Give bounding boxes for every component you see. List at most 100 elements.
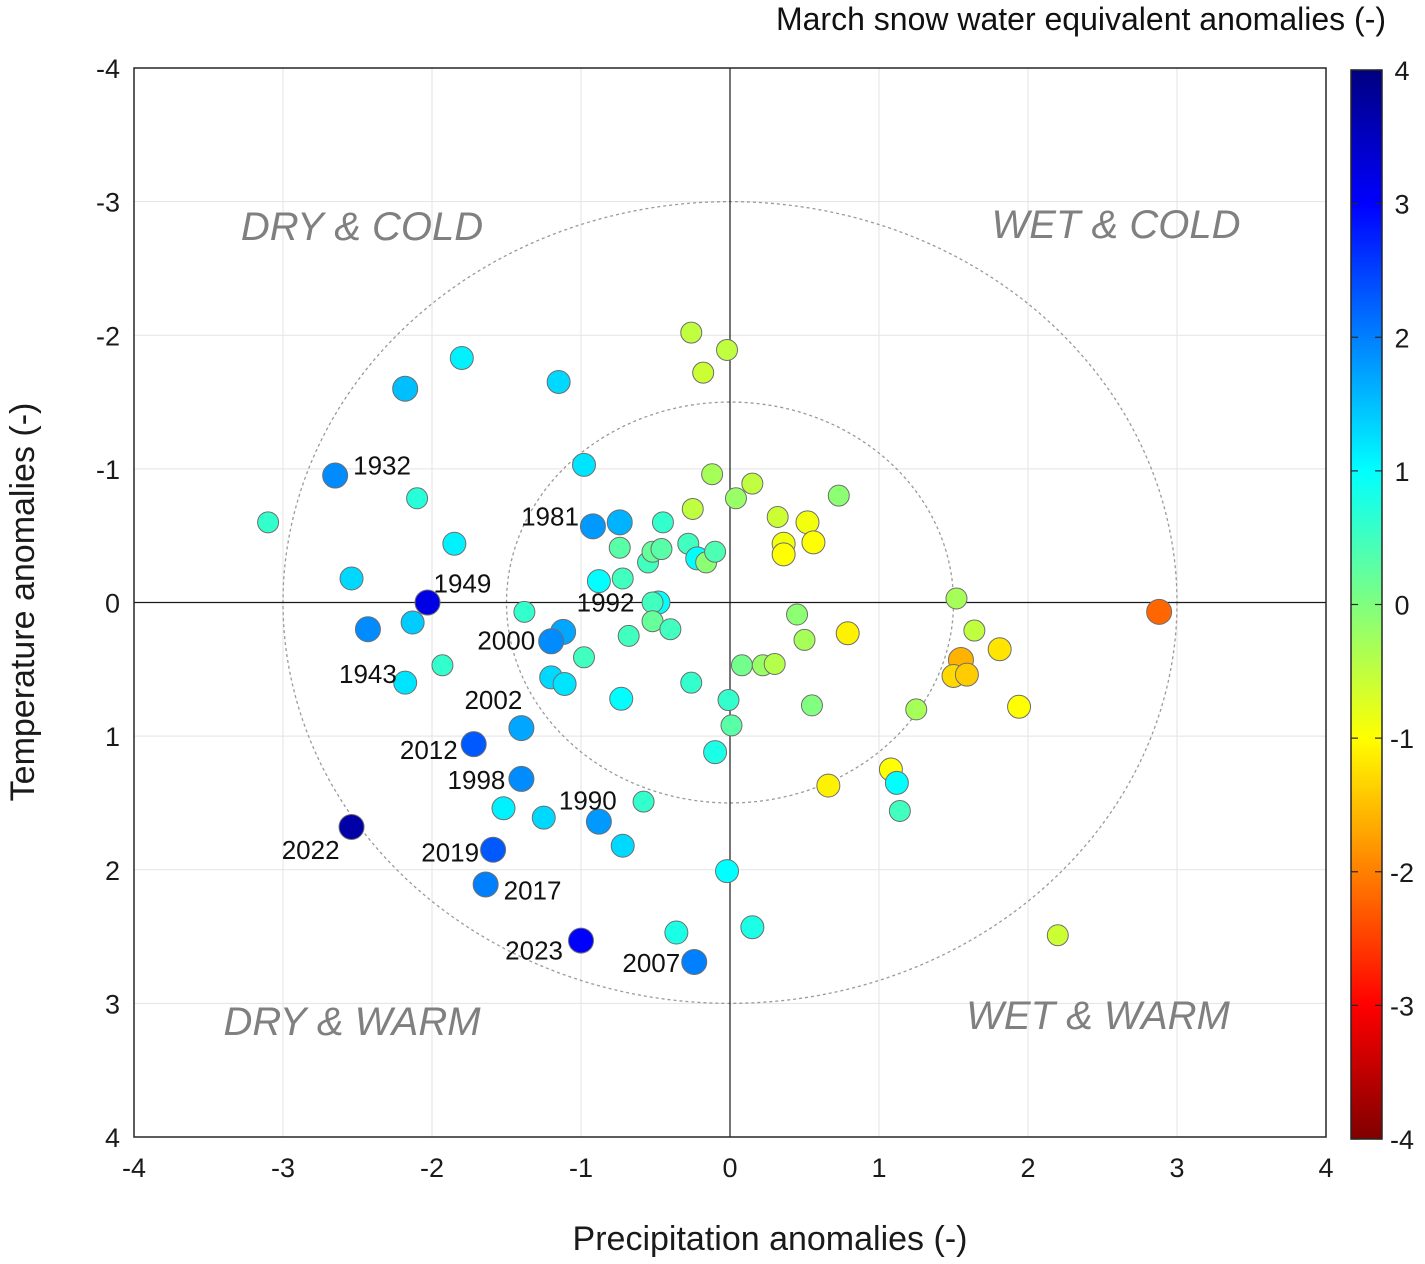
quadrant-label-dry-warm: DRY & WARM: [223, 1000, 481, 1044]
data-point: [431, 654, 454, 677]
data-point: [611, 567, 634, 590]
data-point: [740, 915, 765, 940]
data-point: [659, 618, 682, 641]
data-point: [741, 472, 764, 495]
data-point: [650, 538, 673, 561]
colorbar-ticks: 4 3 2 1 0 -1 -2 -3 -4: [1351, 56, 1414, 1155]
year-label: 1992: [577, 588, 635, 618]
data-point: [701, 463, 724, 486]
data-point: [338, 813, 365, 840]
data-point: [400, 610, 425, 635]
x-tick-label: -2: [420, 1153, 444, 1183]
data-point: [641, 591, 664, 614]
year-label: 1932: [353, 451, 411, 481]
data-point: [793, 628, 816, 651]
year-label: 1998: [448, 765, 506, 795]
data-point: [717, 689, 740, 712]
data-point: [508, 765, 535, 792]
data-point: [480, 836, 507, 863]
year-label: 2000: [477, 625, 535, 655]
data-point: [1146, 598, 1173, 625]
data-point: [715, 859, 740, 884]
data-point: [987, 637, 1012, 662]
y-tick-label: -2: [96, 321, 120, 351]
data-point: [617, 624, 640, 647]
data-point: [1007, 694, 1032, 719]
data-point: [322, 462, 349, 489]
data-point: [538, 628, 565, 655]
data-point: [508, 715, 535, 742]
data-point: [610, 833, 635, 858]
colorbar-title: March snow water equivalent anomalies (-…: [776, 1, 1386, 37]
data-point: [884, 770, 909, 795]
colorbar-tick-label: -3: [1390, 991, 1414, 1021]
data-points: [257, 321, 1173, 975]
year-label: 2012: [400, 735, 458, 765]
data-point: [571, 452, 596, 477]
y-tick-label: 0: [105, 589, 120, 619]
x-tick-label: 4: [1318, 1153, 1333, 1183]
data-point: [651, 511, 674, 534]
data-point: [945, 587, 968, 610]
x-tick-label: -4: [122, 1153, 146, 1183]
data-point: [681, 497, 704, 520]
colorbar-tick-label: 1: [1394, 457, 1409, 487]
zero-lines: [134, 68, 1326, 1137]
year-label: 1981: [521, 501, 579, 531]
data-point: [801, 530, 826, 555]
quadrant-label-wet-cold: WET & COLD: [992, 203, 1241, 247]
data-point: [460, 731, 487, 758]
x-axis-label: Precipitation anomalies (-): [573, 1220, 968, 1258]
data-point: [406, 487, 429, 510]
colorbar-tick-label: -4: [1390, 1125, 1414, 1155]
data-point: [585, 808, 612, 835]
data-point: [546, 370, 571, 395]
y-tick-label: -4: [96, 54, 120, 84]
x-tick-label: 0: [722, 1153, 737, 1183]
data-point: [531, 805, 556, 830]
y-tick-label: 1: [105, 722, 120, 752]
x-tick-label: 3: [1169, 1153, 1184, 1183]
data-point: [795, 510, 820, 535]
data-point: [339, 566, 364, 591]
y-tick-label: 2: [105, 856, 120, 886]
year-label: 2002: [464, 685, 522, 715]
y-tick-labels: -4 -3 -2 -1 0 1 2 3 4: [96, 54, 120, 1153]
x-tick-label: -1: [569, 1153, 593, 1183]
y-tick-label: -1: [96, 455, 120, 485]
x-tick-label: 1: [871, 1153, 886, 1183]
data-point: [905, 698, 928, 721]
data-point: [568, 927, 594, 954]
data-point: [786, 603, 809, 626]
data-point: [257, 511, 280, 534]
data-point: [664, 920, 689, 945]
year-label: 2022: [282, 835, 340, 865]
year-label: 1990: [559, 786, 617, 816]
data-point: [763, 652, 786, 675]
data-point: [963, 619, 986, 642]
colorbar-tick-label: 4: [1394, 56, 1409, 86]
quadrant-label-dry-cold: DRY & COLD: [241, 205, 483, 249]
year-label: 2019: [421, 838, 479, 868]
data-point: [552, 672, 577, 697]
colorbar-tick-label: -1: [1390, 724, 1414, 754]
year-label: 1949: [434, 569, 492, 599]
data-point: [692, 361, 715, 384]
y-axis-label: Temperature anomalies (-): [4, 403, 42, 802]
year-label: 2017: [504, 875, 562, 905]
data-point: [632, 790, 655, 813]
data-point: [720, 714, 743, 737]
data-point: [680, 671, 703, 694]
x-tick-label: 2: [1020, 1153, 1035, 1183]
colorbar-tick-label: 2: [1394, 323, 1409, 353]
data-point: [816, 773, 841, 798]
plot-frame: [133, 67, 1327, 1138]
data-point: [579, 513, 606, 540]
data-point: [414, 589, 441, 616]
colorbar-tick-label: 0: [1394, 591, 1409, 621]
data-point: [766, 505, 789, 528]
y-tick-label: 3: [105, 989, 120, 1019]
data-point: [704, 540, 727, 563]
data-point: [771, 542, 796, 567]
